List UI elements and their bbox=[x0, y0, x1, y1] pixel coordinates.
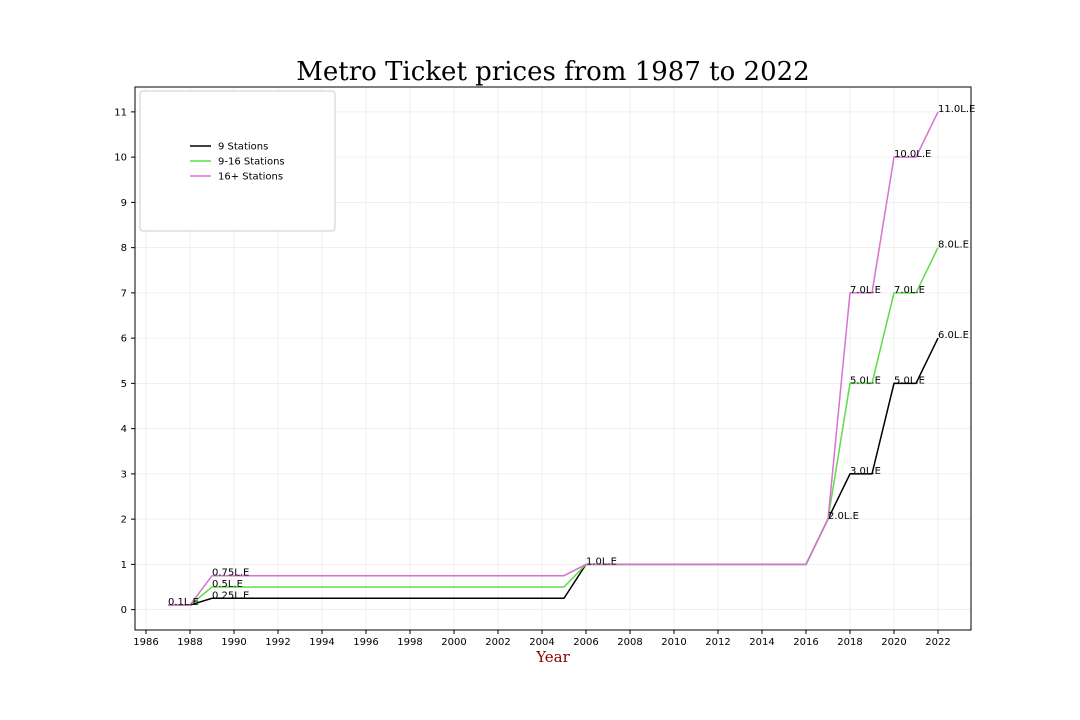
legend-box bbox=[139, 90, 336, 232]
x-tick-label: 1992 bbox=[265, 637, 290, 648]
data-label: 5.0L.E bbox=[894, 375, 925, 386]
chart-title: Metro Ticket prices from 1987 to 2022 bbox=[296, 57, 809, 87]
y-tick-label: 8 bbox=[121, 243, 127, 254]
data-label: 0.75L.E bbox=[212, 568, 249, 579]
x-tick-label: 2008 bbox=[617, 637, 642, 648]
x-tick-label: 1994 bbox=[309, 637, 334, 648]
x-tick-label: 2012 bbox=[705, 637, 730, 648]
x-tick-label: 2010 bbox=[661, 637, 686, 648]
y-tick-label: 6 bbox=[121, 334, 127, 345]
y-tick-label: 4 bbox=[121, 424, 127, 435]
x-tick-label: 2004 bbox=[529, 637, 554, 648]
x-tick-label: 1996 bbox=[353, 637, 378, 648]
legend-items: 9 Stations 9-16 Stations 16+ Stations bbox=[190, 142, 285, 183]
legend-label: 9 Stations bbox=[218, 142, 268, 153]
x-tick-label: 1998 bbox=[397, 637, 422, 648]
legend: 9 Stations 9-16 Stations 16+ Stations bbox=[139, 90, 336, 232]
x-tick-label: 2006 bbox=[573, 637, 598, 648]
data-label: 2.0L.E bbox=[828, 511, 859, 522]
y-tick-label: 5 bbox=[121, 379, 127, 390]
x-axis-label: Year bbox=[535, 648, 570, 666]
y-tick-label: 7 bbox=[121, 288, 127, 299]
data-label: 0.25L.E bbox=[212, 590, 249, 601]
y-tick-label: 11 bbox=[114, 107, 127, 118]
x-tick-label: 1990 bbox=[221, 637, 246, 648]
data-label: 0.5L.E bbox=[212, 579, 243, 590]
x-tick-label: 2022 bbox=[925, 637, 950, 648]
data-label: 0.1L.E bbox=[168, 597, 199, 608]
x-tick-label: 2000 bbox=[441, 637, 466, 648]
data-label: 5.0L.E bbox=[850, 375, 881, 386]
x-tick-label: 2018 bbox=[837, 637, 862, 648]
y-tick-label: 9 bbox=[121, 198, 127, 209]
x-axis-ticks: 1986 1988 1990 1992 1994 1996 1998 2000 2002 2004… bbox=[133, 630, 951, 648]
series-line-2 bbox=[168, 247, 939, 606]
legend-label: 16+ Stations bbox=[218, 172, 283, 183]
y-tick-label: 2 bbox=[121, 515, 127, 526]
y-tick-label: 0 bbox=[121, 605, 127, 616]
series-line-3 bbox=[168, 111, 939, 606]
series-lines bbox=[168, 111, 939, 606]
plot-frame bbox=[134, 86, 972, 631]
legend-label: 9-16 Stations bbox=[218, 157, 285, 168]
data-label: 7.0L.E bbox=[850, 285, 881, 296]
data-label: 10.0L.E bbox=[894, 149, 931, 160]
y-tick-label: 3 bbox=[121, 469, 127, 480]
data-label: 1.0L.E bbox=[586, 556, 617, 567]
x-tick-label: 2014 bbox=[749, 637, 774, 648]
x-tick-label: 2016 bbox=[793, 637, 818, 648]
data-label: 11.0L.E bbox=[938, 104, 975, 115]
data-label: 3.0L.E bbox=[850, 466, 881, 477]
data-label: 8.0L.E bbox=[938, 240, 969, 251]
series-line-1 bbox=[168, 337, 939, 606]
y-tick-label: 1 bbox=[121, 560, 127, 571]
y-tick-label: 10 bbox=[114, 153, 127, 164]
x-tick-label: 2020 bbox=[881, 637, 906, 648]
data-label: 7.0L.E bbox=[894, 285, 925, 296]
x-tick-label: 2002 bbox=[485, 637, 510, 648]
data-label: 6.0L.E bbox=[938, 330, 969, 341]
x-tick-label: 1986 bbox=[133, 637, 158, 648]
data-labels: 0.1L.E 0.25L.E0.5L.E0.75L.E 1.0L.E 2.0L.E 3.… bbox=[168, 104, 975, 608]
y-axis-ticks: 0 1 2 3 4 5 6 7 8 9 10 11 bbox=[114, 107, 135, 616]
x-tick-label: 1988 bbox=[177, 637, 202, 648]
